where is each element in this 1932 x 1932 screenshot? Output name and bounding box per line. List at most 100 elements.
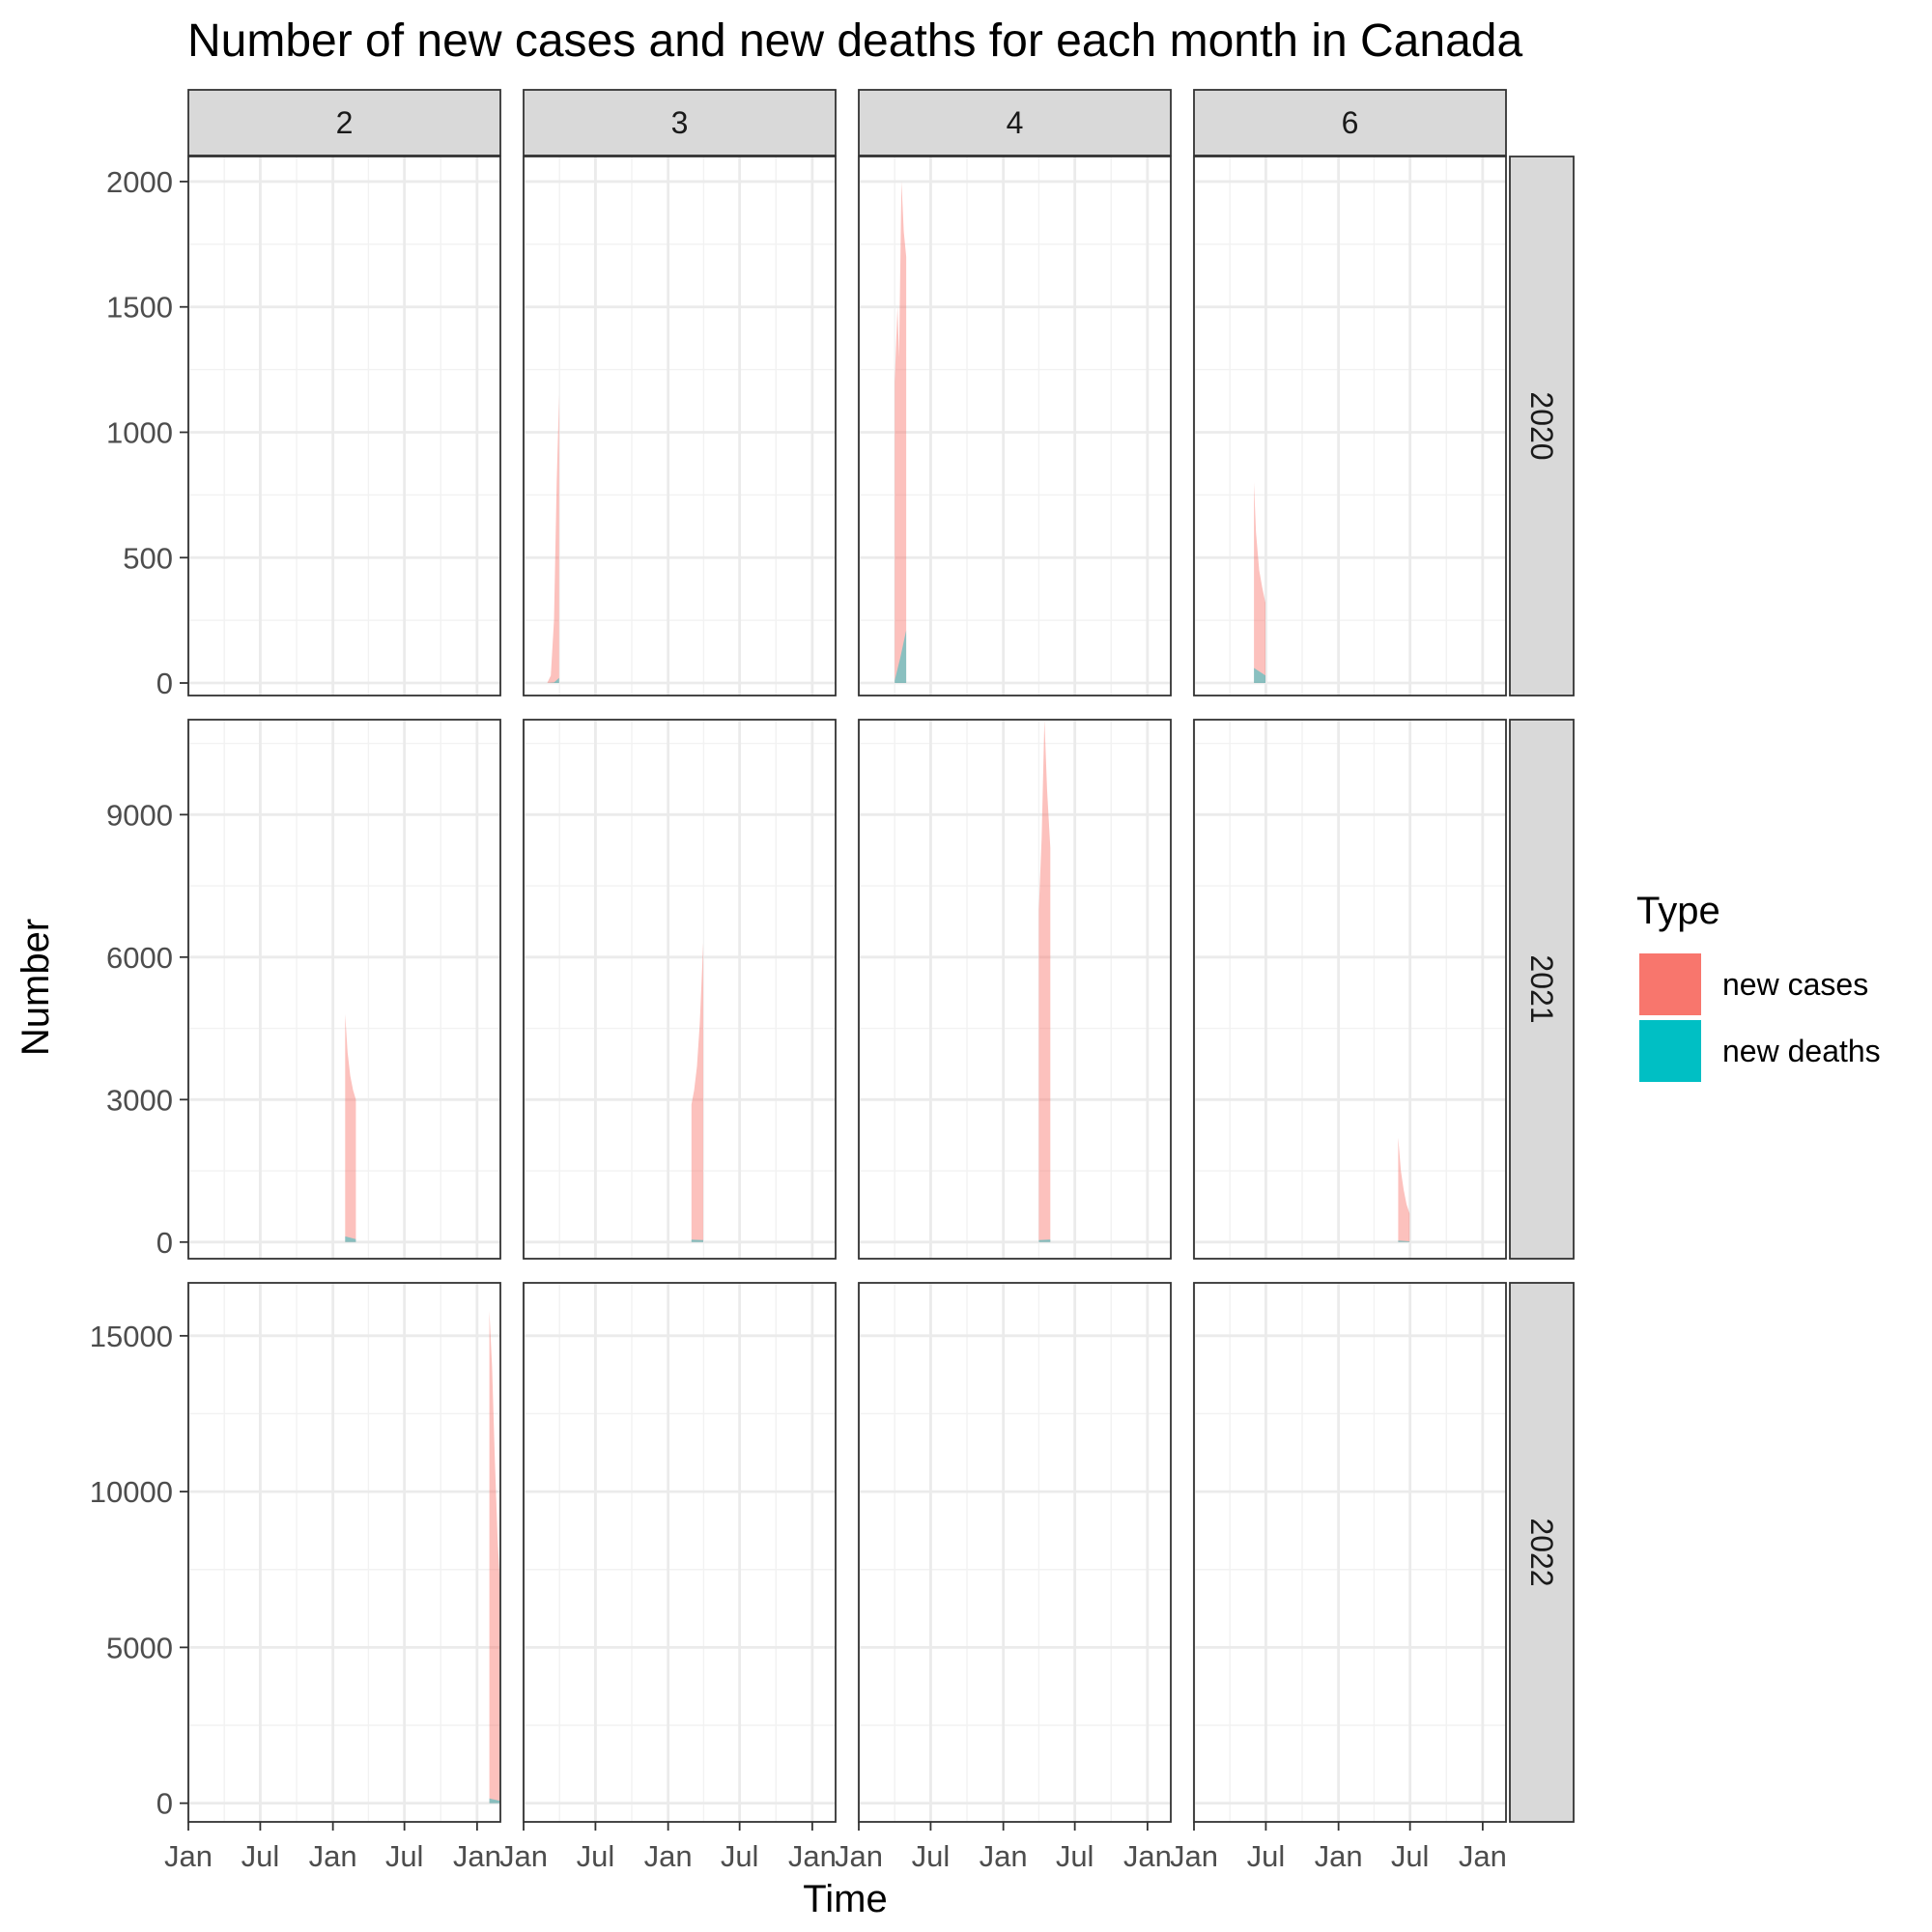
legend-label-new-deaths: new deaths [1722,1034,1881,1068]
column-strip-label: 3 [671,105,689,140]
area-new-cases-2020-4 [895,182,907,683]
area-new-deaths-2021-3 [691,1239,703,1242]
panel-border [187,156,501,696]
y-tick-label: 1500 [106,291,173,325]
panel-border [523,719,837,1260]
panel-2020-6 [1192,156,1507,696]
x-tick-label: Jan [499,1839,548,1873]
x-tick-label: Jan [788,1839,837,1873]
x-tick-label: Jan [644,1839,693,1873]
x-tick-label: Jul [385,1839,424,1873]
x-tick-label: Jan [1123,1839,1172,1873]
area-new-cases-2021-2 [345,1013,356,1242]
panel-2022-4 [857,1282,1172,1823]
x-tick-label: Jul [242,1839,280,1873]
y-tick-label: 1000 [106,415,173,449]
panel-2022-2 [186,1282,501,1823]
x-tick-label: Jan [980,1839,1028,1873]
x-tick-label: Jul [912,1839,951,1873]
panel-background [859,1283,1171,1822]
panel-2021-4 [857,719,1172,1260]
panel-background [1194,1283,1506,1822]
row-strip-2021 [1509,719,1575,1260]
area-new-deaths-2021-4 [1038,1239,1051,1242]
y-tick-label: 0 [156,667,173,700]
x-tick-label: Jul [1056,1839,1094,1873]
y-tick-label: 10000 [90,1475,173,1509]
panel-2020-3 [522,156,837,696]
row-strip-2022 [1509,1282,1575,1823]
panel-background [188,1283,500,1822]
y-tick-label: 2000 [106,165,173,199]
column-strip-6 [1193,89,1507,156]
x-tick-label: Jan [1170,1839,1218,1873]
panel-border [1193,1282,1507,1823]
panel-border [523,156,837,696]
y-tick-label: 0 [156,1787,173,1821]
panel-2022-3 [522,1282,837,1823]
x-tick-label: Jul [1247,1839,1286,1873]
x-tick-label: Jan [309,1839,357,1873]
panel-background [188,156,500,696]
area-new-deaths-2020-3 [547,677,559,683]
panel-background [1194,720,1506,1259]
panel-background [524,1283,836,1822]
y-tick-label: 15000 [90,1320,173,1353]
x-tick-label: Jul [577,1839,615,1873]
area-new-deaths-2020-6 [1254,668,1265,683]
panel-background [524,720,836,1259]
panel-border [858,156,1172,696]
panel-border [858,719,1172,1260]
row-strip-label: 2020 [1524,391,1559,460]
panel-border [187,719,501,1260]
area-new-cases-2021-3 [691,943,703,1242]
facet-grid: 0 500 1000 1500 2000 2020 0 3000 6000 9000 2021 0 50… [90,89,1575,1873]
area-new-cases-2022-2 [489,1311,500,1804]
column-strip-label: 6 [1342,105,1359,140]
panel-border [1193,156,1507,696]
panel-border [858,1282,1172,1823]
x-tick-label: Jan [1315,1839,1363,1873]
panel-2022-6 [1192,1282,1507,1823]
column-strip-label: 2 [336,105,354,140]
panel-2021-3 [522,719,837,1260]
legend: Type new cases new deaths [1636,890,1881,1082]
panel-background [859,156,1171,696]
y-tick-label: 500 [123,541,173,575]
panel-background [188,720,500,1259]
panel-background [524,156,836,696]
row-strip-2020 [1509,156,1575,696]
area-new-cases-2021-6 [1398,1137,1410,1242]
y-tick-label: 0 [156,1226,173,1260]
x-tick-label: Jul [1391,1839,1430,1873]
area-new-cases-2020-6 [1254,482,1265,683]
x-tick-label: Jan [164,1839,213,1873]
x-tick-label: Jan [835,1839,883,1873]
chart-title: Number of new cases and new deaths for e… [187,15,1522,67]
legend-key-new-deaths [1639,1020,1701,1082]
y-tick-label: 9000 [106,798,173,832]
x-tick-label: Jan [1459,1839,1507,1873]
x-tick-label: Jul [721,1839,759,1873]
legend-title: Type [1636,890,1720,932]
area-new-cases-2021-4 [1038,720,1051,1242]
column-strip-4 [858,89,1172,156]
panel-2021-2 [186,719,501,1260]
area-new-deaths-2020-4 [895,630,907,683]
x-axis-title: Time [803,1878,887,1920]
row-strip-label: 2022 [1524,1518,1559,1586]
panel-2021-6 [1192,719,1507,1260]
y-tick-label: 3000 [106,1083,173,1117]
panel-2020-4 [857,156,1172,696]
y-tick-label: 6000 [106,941,173,975]
x-tick-label: Jan [453,1839,501,1873]
y-axis-title: Number [14,919,57,1056]
area-new-deaths-2022-2 [489,1798,500,1804]
area-new-deaths-2021-6 [1398,1240,1410,1242]
panel-border [523,1282,837,1823]
legend-key-new-cases [1639,953,1701,1015]
column-strip-2 [187,89,501,156]
legend-label-new-cases: new cases [1722,967,1868,1002]
panel-background [859,720,1171,1259]
